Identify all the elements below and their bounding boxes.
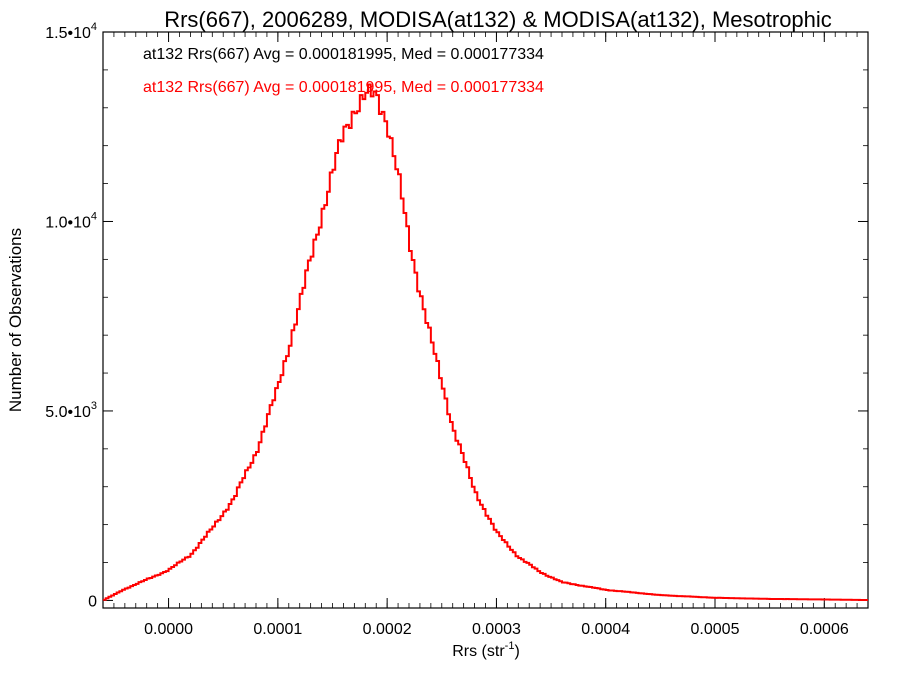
series-layer — [103, 83, 868, 602]
y-tick-label: 5.0•103 — [45, 400, 97, 421]
x-tick-label: 0.0002 — [363, 621, 412, 638]
y-tick-label: 0 — [88, 593, 97, 610]
y-tick-label: 1.0•104 — [45, 210, 97, 231]
y-axis-label: Number of Observations — [6, 228, 25, 412]
x-tick-label: 0.0001 — [253, 621, 302, 638]
legend: at132 Rrs(667) Avg = 0.000181995, Med = … — [143, 46, 544, 96]
chart-title: Rrs(667), 2006289, MODISA(at132) & MODIS… — [164, 7, 832, 32]
axes — [102, 31, 869, 609]
x-axis-label: Rrs (str-1) — [452, 640, 520, 660]
x-tick-label: 0.0004 — [581, 621, 630, 638]
x-tick-label: 0.0003 — [472, 621, 521, 638]
x-tick-label: 0.0005 — [691, 621, 740, 638]
legend-entry-0: at132 Rrs(667) Avg = 0.000181995, Med = … — [143, 46, 544, 63]
x-tick-label: 0.0000 — [144, 621, 193, 638]
tick-labels: 0.0000 0.0001 0.0002 0.0003 0.0004 0.0005 0.00… — [45, 21, 849, 638]
y-tick-label: 1.5•104 — [45, 21, 97, 42]
x-tick-label: 0.0006 — [800, 621, 849, 638]
legend-entry-1: at132 Rrs(667) Avg = 0.000181995, Med = … — [143, 79, 544, 96]
histogram-series-0 — [103, 83, 868, 602]
